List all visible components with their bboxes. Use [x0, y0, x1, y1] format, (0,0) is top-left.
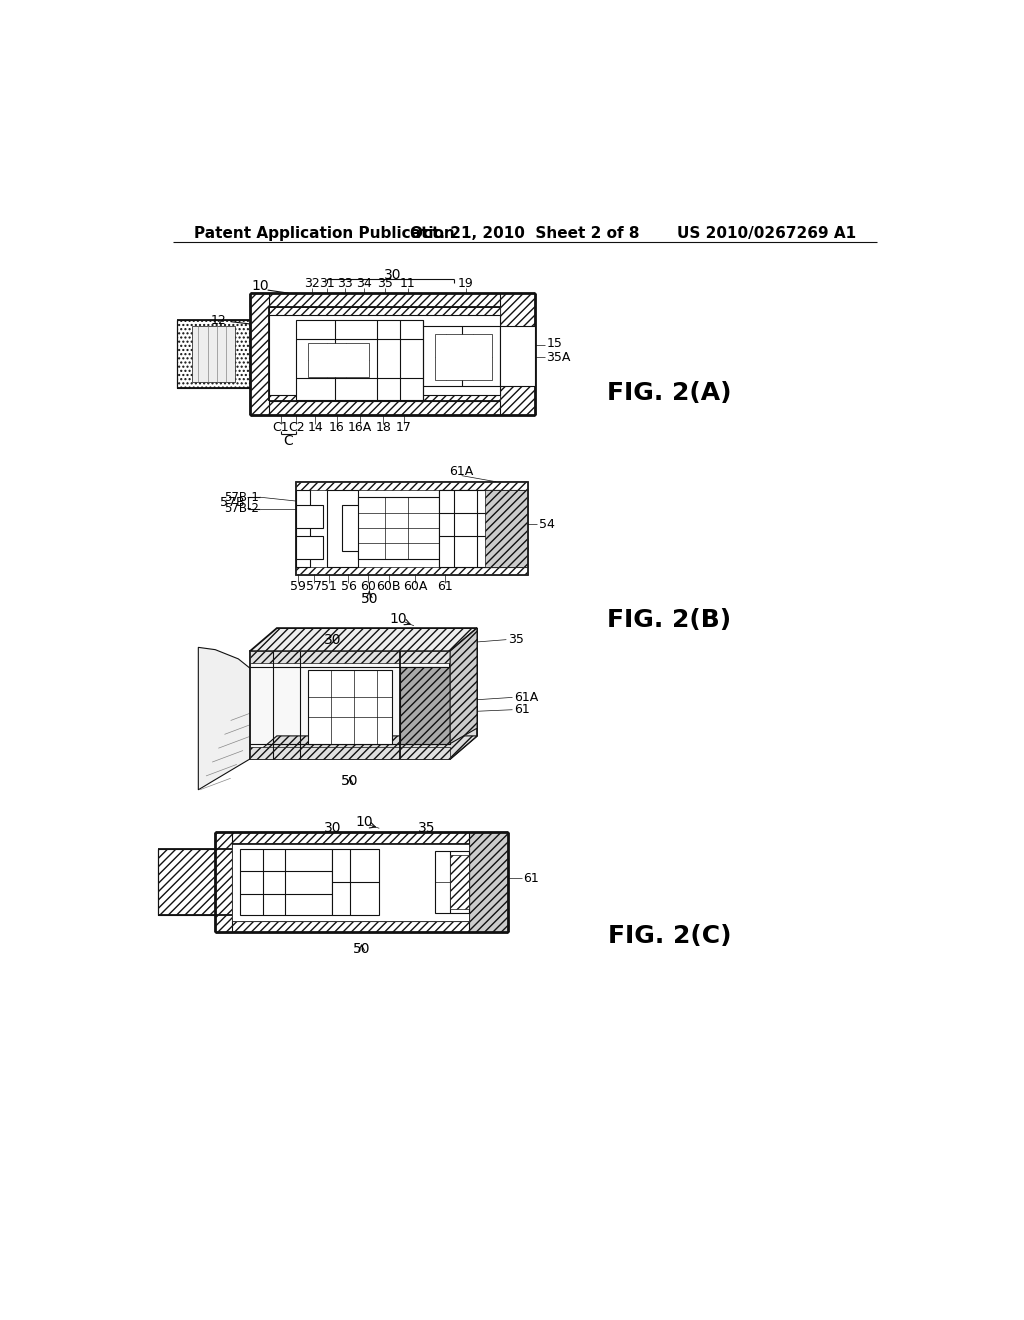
Text: 57B-2: 57B-2	[224, 502, 259, 515]
Text: 16A: 16A	[348, 421, 372, 434]
Polygon shape	[199, 647, 263, 789]
Bar	[296, 482, 527, 574]
Text: 10: 10	[390, 612, 408, 626]
Text: 61A: 61A	[514, 690, 539, 704]
Text: C2: C2	[288, 421, 304, 434]
Bar	[357, 498, 438, 558]
Bar	[158, 849, 215, 915]
Text: 59: 59	[291, 579, 306, 593]
Text: 50: 50	[360, 591, 378, 606]
Text: 11: 11	[400, 277, 416, 290]
Text: 10: 10	[251, 280, 268, 293]
Bar	[296, 482, 527, 490]
Text: 31: 31	[319, 277, 335, 290]
Text: 14: 14	[307, 421, 324, 434]
Bar	[400, 667, 451, 743]
Text: 61A: 61A	[450, 465, 474, 478]
Bar	[307, 343, 370, 378]
Polygon shape	[250, 628, 477, 651]
Text: FIG. 2(B): FIG. 2(B)	[607, 609, 731, 632]
Text: FIG. 2(A): FIG. 2(A)	[607, 381, 732, 405]
Bar	[500, 293, 535, 414]
Text: 50: 50	[341, 774, 358, 788]
Bar	[215, 832, 508, 843]
Bar	[296, 566, 527, 574]
Text: 30: 30	[325, 632, 342, 647]
Text: 35: 35	[377, 277, 392, 290]
Bar	[423, 326, 500, 387]
Text: 33: 33	[337, 277, 352, 290]
Bar	[296, 490, 310, 566]
Text: 61: 61	[437, 579, 453, 593]
Bar	[193, 326, 234, 381]
Bar	[240, 849, 333, 915]
Bar	[250, 747, 451, 759]
Text: FIG. 2(C): FIG. 2(C)	[608, 924, 731, 948]
Text: 60: 60	[359, 579, 376, 593]
Bar	[435, 334, 493, 380]
Text: 18: 18	[375, 421, 391, 434]
Bar	[177, 321, 250, 388]
Text: 61: 61	[523, 871, 539, 884]
Text: 56: 56	[341, 579, 356, 593]
Polygon shape	[451, 628, 477, 743]
Text: 16: 16	[329, 421, 345, 434]
Text: 51: 51	[322, 579, 337, 593]
Bar	[269, 314, 500, 395]
Text: 30: 30	[384, 268, 401, 282]
Bar	[438, 490, 500, 566]
Bar	[215, 921, 508, 932]
Text: 35: 35	[508, 634, 523, 647]
Text: C1: C1	[272, 421, 289, 434]
Text: 30: 30	[324, 821, 341, 836]
Text: 19: 19	[458, 277, 473, 290]
Text: 35A: 35A	[547, 351, 570, 363]
Bar	[438, 490, 527, 566]
Bar	[250, 401, 535, 414]
Text: 57B: 57B	[220, 496, 245, 510]
Bar	[250, 293, 269, 414]
Bar	[269, 308, 500, 314]
Text: 50: 50	[353, 942, 371, 956]
Text: C: C	[284, 434, 293, 447]
Text: 61: 61	[514, 704, 529, 717]
Text: 60A: 60A	[403, 579, 428, 593]
Bar	[269, 395, 500, 401]
Polygon shape	[250, 651, 451, 759]
Polygon shape	[451, 628, 477, 759]
Bar	[469, 832, 508, 932]
Text: 12: 12	[211, 314, 226, 326]
Text: 54: 54	[539, 517, 555, 531]
Text: 17: 17	[396, 421, 412, 434]
Text: Patent Application Publication: Patent Application Publication	[194, 226, 455, 242]
Text: 57: 57	[306, 579, 322, 593]
Bar	[250, 293, 535, 308]
Text: 60B: 60B	[376, 579, 400, 593]
Text: US 2010/0267269 A1: US 2010/0267269 A1	[677, 226, 856, 242]
Bar	[296, 504, 323, 528]
Text: 10: 10	[355, 816, 373, 829]
Bar	[451, 855, 469, 909]
Text: 35: 35	[418, 821, 436, 836]
Bar	[333, 849, 379, 915]
Text: 57B-1: 57B-1	[224, 491, 259, 504]
Bar	[307, 671, 392, 743]
Polygon shape	[327, 490, 357, 566]
Bar	[435, 851, 469, 913]
Bar	[484, 490, 527, 566]
Bar	[500, 326, 535, 387]
Text: 34: 34	[356, 277, 372, 290]
Bar	[296, 536, 323, 558]
Bar	[232, 843, 469, 921]
Bar	[250, 651, 451, 663]
Bar	[269, 395, 500, 401]
Polygon shape	[250, 737, 477, 759]
Bar	[215, 832, 232, 932]
Bar	[296, 321, 423, 400]
Text: Oct. 21, 2010  Sheet 2 of 8: Oct. 21, 2010 Sheet 2 of 8	[410, 226, 640, 242]
Text: 15: 15	[547, 337, 562, 350]
Text: 32: 32	[304, 277, 319, 290]
